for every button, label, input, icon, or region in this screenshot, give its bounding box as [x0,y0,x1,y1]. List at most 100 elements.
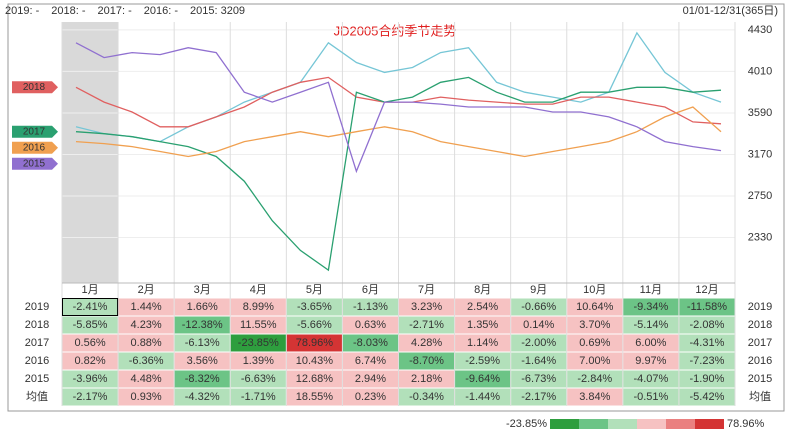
heat-cell [511,316,567,334]
month-label: 4月 [250,284,267,296]
heat-cell [511,298,567,316]
cell-label: 0.14% [523,319,554,331]
heat-cell [399,316,455,334]
frame [7,3,785,412]
heat-cell [174,298,230,316]
cell-label: 7.00% [579,355,610,367]
heat-cell [455,334,511,352]
cell-label: -1.64% [521,355,556,367]
row-label: 2016 [748,355,772,367]
date-range: 01/01-12/31(365日) [683,5,778,17]
cell-label: 12.68% [296,373,334,385]
cell-label: 6.00% [635,337,666,349]
cell-label: -6.63% [241,373,276,385]
heat-cell [62,352,118,370]
heat-cell [623,352,679,370]
y-tick-label: 3170 [748,148,772,160]
heat-cell [679,388,735,406]
cell-label: -4.07% [633,373,668,385]
cell-label: 1.44% [131,301,162,313]
heat-cell [567,316,623,334]
cell-label: -0.51% [633,391,668,403]
cell-label: -4.32% [185,391,220,403]
month-label: 2月 [138,284,155,296]
cell-label: 0.69% [579,337,610,349]
heat-cell [399,334,455,352]
heat-cell [118,352,174,370]
row-label: 2015 [748,373,772,385]
heat-cell [623,370,679,388]
heat-cell [511,388,567,406]
heat-cell [623,298,679,316]
cell-label: 1.39% [243,355,274,367]
cell-label: 18.55% [296,391,334,403]
cell-label: -8.03% [353,337,388,349]
cell-label: 3.56% [187,355,218,367]
month-label: 7月 [418,284,435,296]
cell-label: 9.97% [635,355,666,367]
cell-label: -5.66% [297,319,332,331]
cell-label: 0.93% [131,391,162,403]
cell-label: -7.23% [690,355,725,367]
cell-label: 0.82% [74,355,105,367]
scale-min: -23.85% [506,418,547,430]
heat-cell [62,334,118,352]
cell-label: -23.85% [238,337,279,349]
cell-label: 1.14% [467,337,498,349]
row-label: 2015 [25,373,49,385]
heat-cell [118,316,174,334]
series-tag [12,125,58,138]
series-tag-label: 2016 [23,142,46,153]
heat-cell [230,316,286,334]
heat-cell [455,298,511,316]
heat-cell [230,298,286,316]
series-line [75,42,722,174]
heat-cell [62,316,118,334]
heat-cell [174,334,230,352]
scale-max: 78.96% [727,418,765,430]
heat-cell [342,352,398,370]
cell-label: -1.13% [353,301,388,313]
series-tag-label: 2015 [23,158,46,169]
cell-label: -6.13% [185,337,220,349]
series-tag-label: 2018 [23,82,46,93]
highlight-month [62,22,118,283]
series-tag [12,157,58,170]
heat-cell [623,388,679,406]
cell-label: -2.59% [465,355,500,367]
heat-cell [567,298,623,316]
cell-label: -2.00% [521,337,556,349]
heat-cell [567,370,623,388]
row-label: 2018 [748,319,772,331]
row-label: 2018 [25,319,49,331]
row-label: 2016 [25,355,49,367]
cell-label: -2.84% [577,373,612,385]
heat-cell [399,370,455,388]
heat-cell [567,352,623,370]
heat-cell [511,370,567,388]
cell-label: -1.71% [241,391,276,403]
heat-cell [118,388,174,406]
cell-label: 2.18% [411,373,442,385]
series-line [75,106,722,158]
month-label: 6月 [362,284,379,296]
heat-cell [342,388,398,406]
cell-label: 78.96% [296,337,334,349]
series-line [75,76,722,272]
row-label: 2019 [25,301,49,313]
chart-title: JD2005合约季节走势 [334,23,457,38]
cell-label: 2.54% [467,301,498,313]
scale-swatch [695,419,724,429]
heat-cell [174,352,230,370]
cell-label: 2.94% [355,373,386,385]
cell-label: 0.56% [74,337,105,349]
heat-cell [342,370,398,388]
heat-cell [286,316,342,334]
heat-cell [286,298,342,316]
heat-cell [679,316,735,334]
cell-label: -0.66% [521,301,556,313]
cell-label: 0.23% [355,391,386,403]
heat-cell [62,388,118,406]
cell-label: 8.99% [243,301,274,313]
